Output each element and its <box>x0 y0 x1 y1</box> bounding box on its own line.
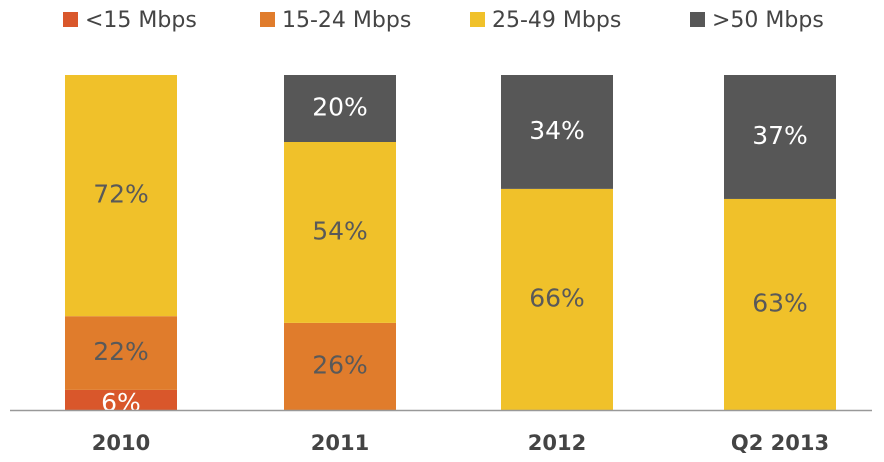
value-label: 54% <box>312 216 368 245</box>
value-label: 72% <box>93 180 149 209</box>
x-tick-label: 2010 <box>92 431 150 455</box>
value-label: 6% <box>101 388 141 417</box>
bar-segment <box>284 322 396 410</box>
value-label: 63% <box>752 288 808 317</box>
value-label: 34% <box>529 116 585 145</box>
legend-label: >50 Mbps <box>712 8 824 33</box>
value-label: 66% <box>529 283 585 312</box>
legend-swatch <box>690 12 705 27</box>
bar-segment <box>724 198 836 410</box>
legend-swatch <box>63 12 78 27</box>
bar-segment <box>65 389 177 410</box>
bar-segment <box>284 142 396 323</box>
legend-label: 25-49 Mbps <box>492 8 621 33</box>
legend-swatch <box>260 12 275 27</box>
bar-segment <box>284 75 396 142</box>
x-tick-label: 2012 <box>528 431 586 455</box>
value-label: 22% <box>93 337 149 366</box>
value-label: 20% <box>312 93 368 122</box>
bar-segment <box>65 75 177 317</box>
value-label: 37% <box>752 121 808 150</box>
bar-segment <box>501 188 613 410</box>
x-tick-label: Q2 2013 <box>731 431 829 455</box>
bar-segment <box>724 75 836 199</box>
x-tick-label: 2011 <box>311 431 369 455</box>
value-label: 26% <box>312 350 368 379</box>
bar-segment <box>65 316 177 390</box>
legend-label: 15-24 Mbps <box>282 8 411 33</box>
legend-swatch <box>470 12 485 27</box>
legend-label: <15 Mbps <box>85 8 197 33</box>
bar-segment <box>501 75 613 189</box>
